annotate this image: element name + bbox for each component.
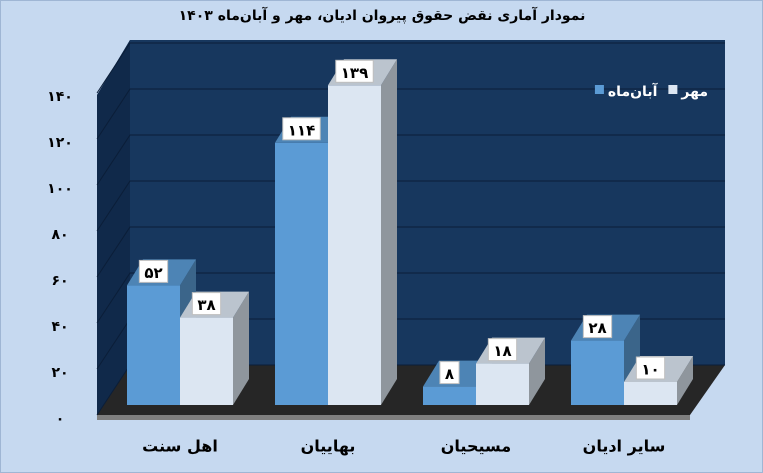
x-tick-label: سایر ادیان bbox=[583, 437, 666, 456]
y-tick-label: ۶۰ bbox=[51, 273, 68, 289]
bar-side bbox=[677, 356, 693, 405]
value-label-box bbox=[487, 338, 518, 362]
bar-front bbox=[328, 85, 381, 406]
bar-side bbox=[233, 291, 249, 405]
value-label-box bbox=[439, 361, 460, 385]
bar-front bbox=[127, 285, 180, 405]
side-wall bbox=[97, 40, 130, 415]
chart-title: نمودار آماری نقض حقوق پیروان ادیان، مهر … bbox=[179, 6, 586, 24]
grid-line bbox=[96, 226, 725, 278]
bar bbox=[328, 59, 397, 406]
value-label-box bbox=[138, 259, 169, 283]
value-label: ۱۱۴ bbox=[288, 121, 315, 139]
bar-side bbox=[381, 59, 397, 406]
floor bbox=[97, 365, 725, 415]
value-label: ۲۸ bbox=[588, 319, 606, 337]
value-label-box bbox=[582, 315, 613, 339]
x-tick-label: مسیحیان bbox=[441, 437, 511, 456]
grid-line bbox=[96, 134, 725, 186]
legend-swatch bbox=[594, 85, 604, 94]
bar-front bbox=[476, 363, 529, 405]
x-tick-label: بهاییان bbox=[301, 437, 356, 456]
bar-front bbox=[275, 142, 328, 406]
grid-line bbox=[96, 272, 725, 324]
bar-front bbox=[180, 317, 233, 405]
bar bbox=[180, 291, 249, 405]
y-tick-label: ۱۰۰ bbox=[47, 181, 73, 197]
value-label-box bbox=[191, 292, 222, 316]
x-tick-label: اهل سنت bbox=[142, 437, 218, 456]
legend-label: مهر bbox=[680, 84, 708, 100]
floor-edge bbox=[97, 415, 690, 420]
bar-front bbox=[571, 340, 624, 405]
value-label: ۱۰ bbox=[641, 361, 659, 379]
bar-front bbox=[423, 386, 476, 405]
value-label: ۵۲ bbox=[144, 264, 162, 282]
y-tick-label: ۰ bbox=[56, 411, 65, 427]
value-label-box bbox=[282, 117, 321, 141]
y-tick-label: ۸۰ bbox=[51, 227, 68, 243]
value-label: ۳۸ bbox=[197, 296, 215, 314]
bar bbox=[476, 337, 545, 405]
value-label: ۱۸ bbox=[493, 342, 511, 360]
y-tick-label: ۱۴۰ bbox=[47, 89, 73, 105]
legend-label: آبان‌ماه bbox=[608, 82, 659, 100]
bar-side bbox=[529, 337, 545, 405]
value-label-box bbox=[335, 59, 374, 83]
y-tick-label: ۲۰ bbox=[51, 365, 68, 381]
grid-line bbox=[96, 180, 725, 232]
legend-swatch bbox=[668, 85, 678, 94]
y-tick-label: ۴۰ bbox=[51, 319, 68, 335]
grid-line bbox=[96, 88, 725, 140]
grid-line bbox=[96, 42, 725, 94]
value-label-box bbox=[635, 356, 666, 380]
value-label: ۱۳۹ bbox=[341, 64, 368, 82]
bar-front bbox=[624, 382, 677, 405]
value-label: ۸ bbox=[445, 365, 454, 383]
y-tick-label: ۱۲۰ bbox=[47, 135, 73, 151]
